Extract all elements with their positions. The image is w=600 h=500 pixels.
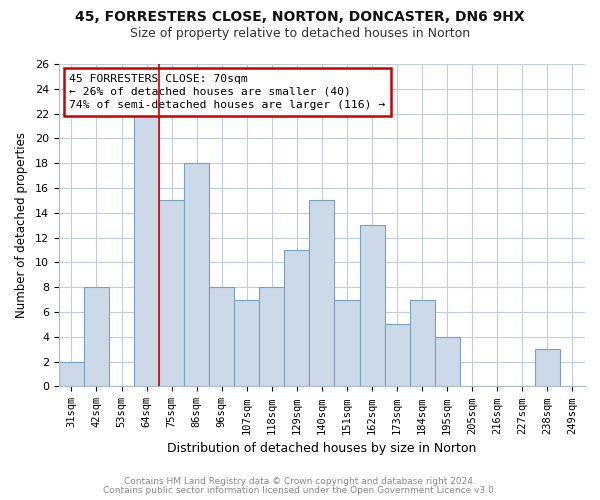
X-axis label: Distribution of detached houses by size in Norton: Distribution of detached houses by size … <box>167 442 476 455</box>
Bar <box>84 287 109 386</box>
Bar <box>410 300 434 386</box>
Bar <box>209 287 234 386</box>
Bar <box>284 250 310 386</box>
Text: 45 FORRESTERS CLOSE: 70sqm
← 26% of detached houses are smaller (40)
74% of semi: 45 FORRESTERS CLOSE: 70sqm ← 26% of deta… <box>70 74 386 110</box>
Text: 45, FORRESTERS CLOSE, NORTON, DONCASTER, DN6 9HX: 45, FORRESTERS CLOSE, NORTON, DONCASTER,… <box>75 10 525 24</box>
Bar <box>385 324 410 386</box>
Bar <box>535 349 560 387</box>
Bar <box>434 337 460 386</box>
Bar <box>134 114 159 386</box>
Bar <box>184 163 209 386</box>
Bar <box>59 362 84 386</box>
Y-axis label: Number of detached properties: Number of detached properties <box>15 132 28 318</box>
Bar <box>259 287 284 386</box>
Bar <box>359 225 385 386</box>
Bar <box>310 200 334 386</box>
Text: Contains public sector information licensed under the Open Government Licence v3: Contains public sector information licen… <box>103 486 497 495</box>
Bar <box>234 300 259 386</box>
Text: Size of property relative to detached houses in Norton: Size of property relative to detached ho… <box>130 28 470 40</box>
Text: Contains HM Land Registry data © Crown copyright and database right 2024.: Contains HM Land Registry data © Crown c… <box>124 477 476 486</box>
Bar <box>334 300 359 386</box>
Bar <box>159 200 184 386</box>
